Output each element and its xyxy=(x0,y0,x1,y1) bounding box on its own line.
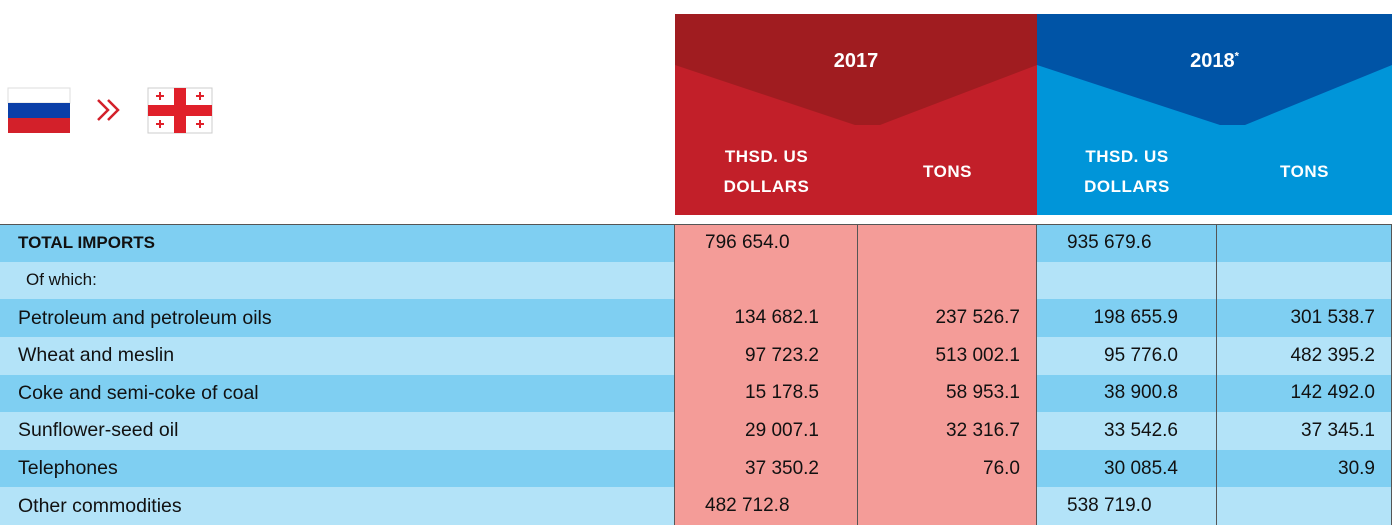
value-cell: 15 178.5 xyxy=(675,374,858,414)
year: 2017 xyxy=(833,50,879,72)
row-label: Coke and semi-coke of coal xyxy=(0,374,675,414)
value-cell: 134 682.1 xyxy=(675,299,858,338)
value-cell: 29 007.1 xyxy=(675,412,858,451)
year-label: 2018* xyxy=(1037,50,1392,73)
value-cell: 33 542.6 xyxy=(1037,412,1217,451)
value-cell: 37 345.1 xyxy=(1217,412,1392,451)
year: 2018 xyxy=(1190,50,1235,72)
value-cell xyxy=(858,261,1037,301)
value-cell: 796 654.0 xyxy=(675,224,858,263)
value-cell: 237 526.7 xyxy=(858,299,1037,338)
value-cell: 538 719.0 xyxy=(1037,487,1217,525)
value-cell xyxy=(1217,224,1392,263)
column-header: THSD. US DOLLARS xyxy=(723,147,810,196)
value-cell: 142 492.0 xyxy=(1217,374,1392,414)
flag-russia-blue xyxy=(8,103,70,118)
flag-russia-red xyxy=(8,118,70,133)
value-cell: 301 538.7 xyxy=(1217,299,1392,338)
row-label: TOTAL IMPORTS xyxy=(0,224,675,263)
value-cell: 30.9 xyxy=(1217,449,1392,489)
arrow xyxy=(97,99,120,121)
row-label: Sunflower-seed oil xyxy=(0,412,675,451)
value-cell: 38 900.8 xyxy=(1037,374,1217,414)
value-cell: 95 776.0 xyxy=(1037,336,1217,376)
value-cell: 58 953.1 xyxy=(858,374,1037,414)
value-cell xyxy=(675,261,858,301)
value-cell xyxy=(1217,487,1392,525)
row-label: Of which: xyxy=(0,261,675,301)
value-cell xyxy=(858,224,1037,263)
column-header: TONS xyxy=(923,162,972,181)
value-cell xyxy=(1217,261,1392,301)
row-label: Other commodities xyxy=(0,487,675,525)
value-cell xyxy=(1037,261,1217,301)
value-cell: 97 723.2 xyxy=(675,336,858,376)
value-cell: 513 002.1 xyxy=(858,336,1037,376)
value-cell: 30 085.4 xyxy=(1037,449,1217,489)
value-cell: 482 395.2 xyxy=(1217,336,1392,376)
header-graphics xyxy=(7,14,1392,215)
row-label: Telephones xyxy=(0,449,675,489)
value-cell: 482 712.8 xyxy=(675,487,858,525)
column-header: THSD. US DOLLARS xyxy=(1084,147,1170,196)
value-cell: 76.0 xyxy=(858,449,1037,489)
row-label: Wheat and meslin xyxy=(0,336,675,376)
row-label: Petroleum and petroleum oils xyxy=(0,299,675,338)
flag-russia-white xyxy=(7,87,71,104)
value-cell: 198 655.9 xyxy=(1037,299,1217,338)
flag-georgia xyxy=(147,87,213,134)
year-label: 2017 xyxy=(675,50,1037,73)
header-2017-band xyxy=(675,14,1037,125)
header-2018-band xyxy=(1037,14,1392,125)
note-mark: * xyxy=(1234,50,1239,63)
value-cell: 32 316.7 xyxy=(858,412,1037,451)
value-cell xyxy=(858,487,1037,525)
column-header: TONS xyxy=(1280,162,1329,181)
value-cell: 37 350.2 xyxy=(675,449,858,489)
value-cell: 935 679.6 xyxy=(1037,224,1217,263)
